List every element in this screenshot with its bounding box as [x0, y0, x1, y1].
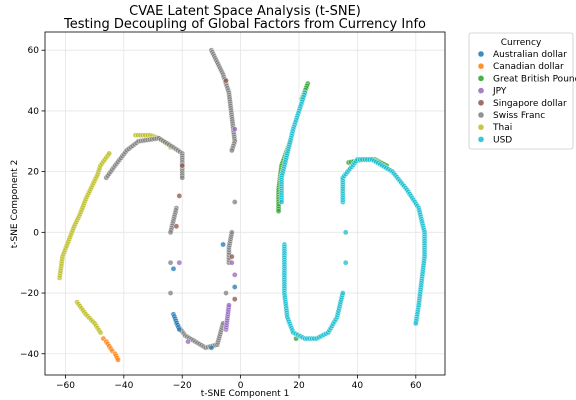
grid-lines — [45, 32, 445, 375]
data-point — [115, 357, 121, 363]
data-point — [223, 77, 229, 84]
x-tick-label: −20 — [173, 381, 192, 391]
data-point — [167, 290, 174, 296]
plot-frame — [44, 31, 446, 376]
y-tick-label: 40 — [28, 107, 40, 117]
x-tick-label: −60 — [56, 381, 75, 391]
data-point — [413, 320, 419, 327]
legend-label: Great British Pound — [493, 74, 576, 84]
data-point — [275, 208, 282, 214]
data-point — [229, 147, 235, 154]
legend-marker — [477, 75, 485, 82]
data-point — [231, 199, 238, 205]
data-point — [170, 265, 177, 272]
series-usd — [278, 89, 428, 342]
legend-marker — [477, 62, 485, 70]
data-point — [231, 272, 238, 278]
data-point — [231, 296, 238, 302]
series-canadian-dollar — [100, 335, 121, 363]
data-point — [340, 290, 346, 296]
data-point — [342, 229, 349, 236]
data-point — [220, 241, 226, 248]
legend-entries: Australian dollar Canadian dollar Great Br… — [477, 50, 576, 145]
x-tick-label: 0 — [238, 381, 244, 391]
y-axis-label: t-SNE Component 2 — [10, 160, 20, 249]
legend-label: USD — [493, 135, 512, 145]
y-tick-label: 20 — [28, 168, 40, 178]
data-point — [226, 302, 232, 308]
data-point — [179, 174, 186, 181]
x-tick-label: 40 — [352, 381, 364, 391]
series-singapore-dollar — [173, 77, 238, 302]
y-tick-label: 0 — [33, 228, 39, 238]
legend-label: Australian dollar — [493, 50, 567, 60]
chart-title-line2: Testing Decoupling of Global Factors fro… — [63, 17, 426, 32]
data-point — [231, 284, 238, 290]
data-point — [229, 259, 235, 266]
legend-box — [468, 32, 574, 150]
series-jpy — [176, 126, 238, 345]
legend-label: Thai — [492, 123, 512, 133]
legend-marker — [477, 111, 485, 119]
data-point — [342, 259, 349, 266]
legend-marker — [477, 123, 485, 131]
data-point — [223, 290, 229, 296]
legend-marker — [477, 87, 485, 94]
chart-title-line1: CVAE Latent Space Analysis (t-SNE) — [129, 4, 361, 19]
series-australian-dollar — [170, 241, 238, 351]
x-tick-label: 60 — [410, 381, 422, 391]
data-point — [176, 193, 183, 199]
data-point — [208, 344, 215, 351]
series-great-british-pound — [275, 80, 390, 342]
y-tick-label: −20 — [20, 289, 39, 299]
legend-label: JPY — [492, 87, 507, 97]
legend-label: Singapore dollar — [493, 99, 567, 109]
data-point — [185, 338, 191, 345]
legend-marker — [477, 50, 485, 58]
data-point — [229, 253, 235, 260]
axis-ticks: −60 −40 −20 0 20 40 60 −40 −20 0 20 40 60 — [20, 46, 422, 391]
data-point — [231, 126, 238, 132]
data-point — [167, 259, 174, 266]
data-point — [229, 229, 235, 236]
x-axis-label: t-SNE Component 1 — [201, 389, 290, 399]
legend-title: Currency — [501, 38, 542, 48]
legend-marker — [477, 99, 485, 107]
legend: Currency Australian dollar Canadian dolla… — [468, 32, 576, 150]
series-thai — [56, 132, 174, 336]
x-tick-label: −40 — [114, 381, 133, 391]
data-point — [167, 229, 174, 236]
data-point — [278, 199, 285, 205]
scatter-points — [56, 47, 428, 363]
legend-marker — [477, 136, 485, 143]
y-tick-label: −40 — [20, 350, 39, 360]
legend-label: Swiss Franc — [493, 111, 545, 121]
legend-label: Canadian dollar — [493, 62, 564, 72]
data-point — [176, 259, 183, 266]
data-point — [173, 223, 180, 230]
data-point — [97, 329, 104, 336]
y-tick-label: 60 — [28, 46, 40, 56]
data-point — [176, 326, 183, 333]
data-point — [179, 162, 186, 169]
x-tick-label: 20 — [293, 381, 305, 391]
data-point — [106, 150, 113, 157]
